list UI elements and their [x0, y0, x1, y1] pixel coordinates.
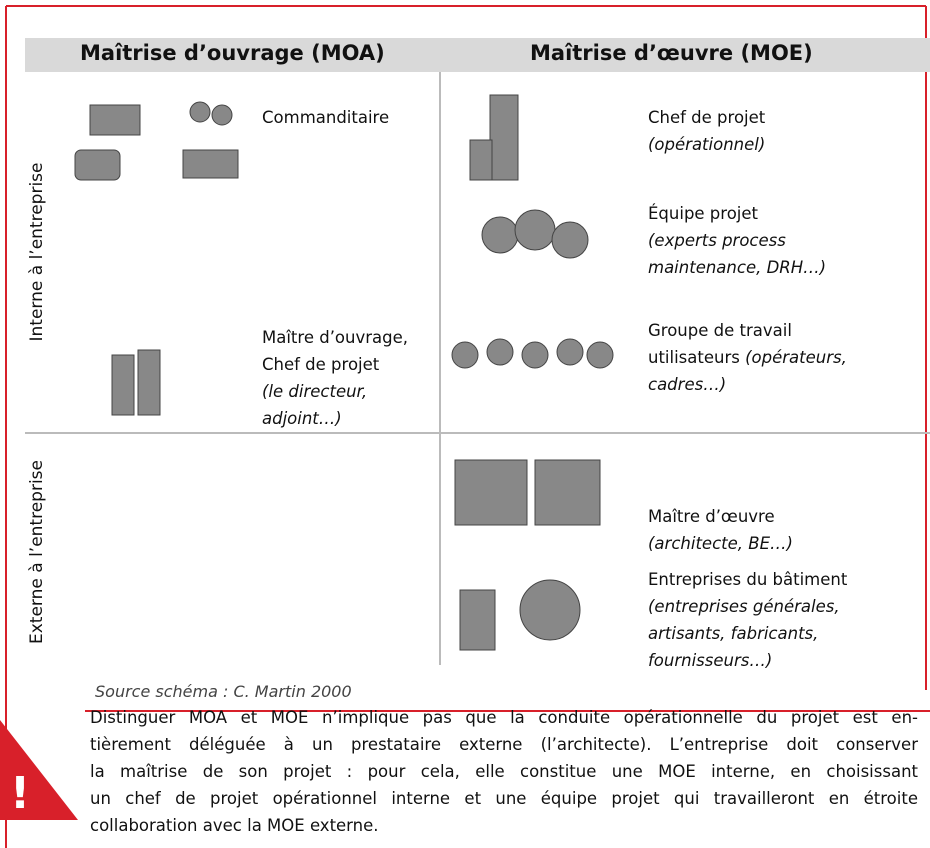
actor: Maître d’ouvrage, Chef de projet (le dire…: [262, 324, 437, 432]
detail: (le directeur, adjoint…): [262, 382, 368, 428]
warning-line: tièrement déléguée à un prestataire exte…: [90, 735, 918, 754]
role: Commanditaire: [262, 108, 390, 127]
actor: Groupe de travail utilisateurs (opérateu…: [648, 317, 888, 398]
moe-header: Maîtrise d’œuvre (MOE): [530, 41, 813, 65]
actor: Chef de projet (opérationnel): [648, 104, 918, 158]
detail: (experts process maintenance, DRH…): [648, 231, 827, 277]
actor: Maître d’œuvre (architecte, BE…): [648, 503, 918, 557]
row-label: Interne à l’entreprise: [27, 162, 47, 342]
detail: (architecte, BE…): [648, 534, 793, 553]
warning-line: collaboration avec la MOE externe.: [90, 816, 379, 835]
role: Groupe de travail utilisateurs: [648, 321, 792, 367]
actor: Entreprises du bâtiment (entreprises géné…: [648, 566, 898, 674]
role: Maître d’ouvrage, Chef de projet: [262, 328, 409, 374]
role: Équipe projet: [648, 204, 759, 223]
row-label: Externe à l’entreprise: [27, 460, 47, 644]
actor: Commanditaire: [262, 104, 432, 131]
detail: (opérateurs, cadres…): [648, 348, 847, 394]
moa-header: Maîtrise d’ouvrage (MOA): [80, 41, 385, 65]
source: Source schéma : C. Martin 2000: [95, 682, 352, 701]
warning-line: la maîtrise de son projet : pour cela, e…: [90, 762, 918, 781]
role: Entreprises du bâtiment: [648, 570, 848, 589]
detail: (entreprises générales, artisants, fabri…: [648, 597, 840, 670]
warning-line: Distinguer MOA et MOE n’implique pas que…: [90, 708, 918, 727]
role: Chef de projet: [648, 108, 766, 127]
detail: (opérationnel): [648, 135, 766, 154]
role: Maître d’œuvre: [648, 507, 775, 526]
warning-symbol: !: [10, 768, 31, 819]
warning-line: un chef de projet opérationnel interne e…: [90, 789, 918, 808]
actor: Équipe projet (experts process maintenanc…: [648, 200, 843, 281]
